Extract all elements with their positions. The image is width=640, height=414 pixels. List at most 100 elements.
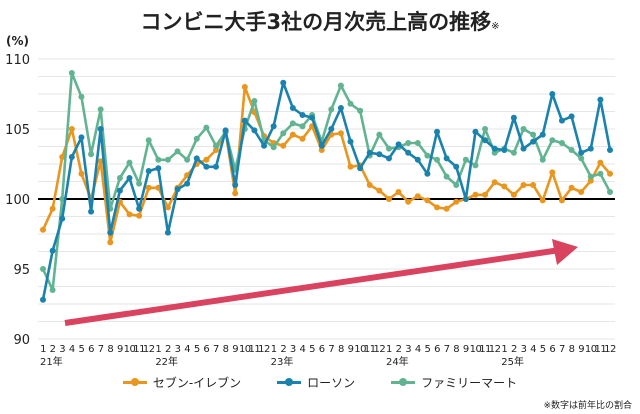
data-point-2 (328, 106, 335, 113)
data-point-0 (241, 84, 248, 90)
data-point-2 (68, 70, 75, 76)
x-tick-label: 1 (386, 344, 392, 355)
data-point-2 (193, 135, 200, 142)
series-line-1 (41, 81, 612, 301)
data-point-0 (578, 189, 585, 195)
data-point-0 (607, 170, 613, 177)
x-tick-label: 10 (354, 344, 366, 355)
data-point-1 (549, 91, 556, 97)
data-point-1 (530, 138, 537, 145)
data-point-1 (491, 145, 498, 152)
x-tick-label: 12 (258, 344, 270, 355)
data-point-1 (164, 229, 171, 236)
x-tick-label: 3 (290, 344, 296, 355)
data-point-1 (68, 154, 75, 160)
data-point-0 (59, 154, 66, 160)
x-tick-label: 7 (559, 344, 565, 355)
data-point-0 (40, 226, 46, 233)
data-point-1 (597, 96, 604, 103)
data-point-1 (366, 149, 373, 156)
data-point-2 (462, 156, 469, 163)
data-point-0 (78, 170, 85, 177)
data-point-1 (520, 145, 527, 152)
data-point-0 (405, 198, 412, 205)
data-point-2 (405, 140, 412, 146)
data-point-2 (155, 156, 162, 163)
data-point-1 (174, 186, 181, 193)
x-tick-label: 6 (203, 344, 209, 355)
data-point-1 (212, 163, 219, 170)
data-point-1 (261, 142, 268, 149)
data-point-1 (385, 155, 392, 162)
x-tick-label: 9 (232, 344, 238, 355)
x-tick-label: 7 (328, 344, 334, 355)
data-point-1 (357, 165, 364, 172)
x-tick-label: 1 (501, 344, 507, 355)
data-point-0 (107, 239, 114, 246)
data-point-1 (145, 168, 152, 174)
x-tick-label: 9 (463, 344, 469, 355)
chart-title: コンビニ大手3社の月次売上高の推移※ (0, 6, 640, 36)
x-tick-label: 4 (530, 344, 536, 355)
data-point-1 (126, 175, 133, 181)
data-point-1 (501, 147, 508, 153)
data-point-0 (530, 182, 537, 188)
data-point-0 (232, 190, 239, 197)
data-point-0 (97, 158, 104, 165)
x-tick-label: 11 (479, 344, 491, 355)
data-point-0 (337, 130, 344, 137)
x-tick-label: 11 (364, 344, 376, 355)
data-point-2 (539, 156, 546, 163)
data-point-1 (136, 205, 143, 212)
y-tick-label: 110 (5, 53, 30, 68)
data-point-2 (607, 189, 613, 195)
data-point-0 (126, 211, 133, 218)
x-tick-label: 2 (396, 344, 402, 355)
data-point-1 (347, 138, 354, 145)
x-tick-label: 8 (223, 344, 229, 355)
data-point-0 (385, 196, 392, 202)
data-point-2 (203, 124, 210, 131)
x-tick-label: 10 (124, 344, 136, 355)
data-point-2 (385, 145, 392, 152)
data-point-1 (462, 196, 469, 202)
x-tick-label: 12 (604, 344, 616, 355)
x-tick-label: 10 (239, 344, 251, 355)
x-tick-label: 3 (405, 344, 411, 355)
legend-label: ローソン (307, 376, 356, 390)
data-point-2 (270, 144, 277, 151)
data-point-1 (251, 127, 258, 134)
x-tick-label: 4 (415, 344, 421, 355)
data-point-1 (318, 142, 325, 149)
data-point-2 (174, 148, 181, 155)
data-point-2 (136, 180, 143, 187)
x-tick-label: 5 (194, 344, 200, 355)
data-point-2 (443, 173, 450, 180)
data-point-1 (107, 229, 114, 236)
x-tick-label: 10 (585, 344, 597, 355)
data-point-1 (241, 117, 248, 124)
data-point-2 (520, 126, 527, 132)
data-point-2 (482, 126, 489, 132)
x-tick-label: 8 (453, 344, 459, 355)
data-point-2 (126, 159, 133, 166)
data-point-2 (453, 182, 460, 188)
data-point-1 (443, 155, 450, 162)
year-label: 23年 (271, 355, 294, 368)
year-label: 21年 (40, 355, 63, 368)
x-tick-label: 12 (373, 344, 385, 355)
data-point-0 (520, 182, 527, 188)
data-point-2 (434, 156, 441, 163)
x-tick-label: 3 (59, 344, 65, 355)
data-point-1 (78, 134, 85, 141)
x-tick-label: 6 (88, 344, 94, 355)
x-tick-label: 2 (511, 344, 517, 355)
data-point-2 (597, 170, 604, 177)
legend-swatch (277, 378, 302, 386)
data-point-0 (299, 135, 306, 142)
x-tick-label: 11 (595, 344, 607, 355)
data-point-0 (568, 184, 575, 191)
data-point-1 (453, 163, 460, 170)
y-tick-label: 90 (13, 333, 30, 348)
x-tick-label: 12 (489, 344, 501, 355)
